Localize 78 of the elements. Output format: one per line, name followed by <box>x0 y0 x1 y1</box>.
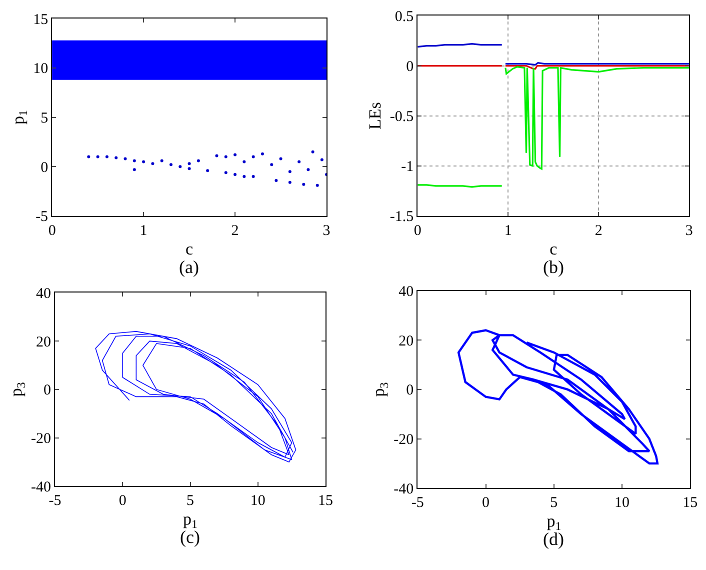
y-tick-label: -40 <box>31 479 52 496</box>
x-tick-label: 1 <box>140 222 148 239</box>
point <box>160 159 164 162</box>
y-axis-title: LEs <box>365 102 384 130</box>
point <box>306 168 310 172</box>
point <box>132 168 136 172</box>
point <box>302 182 306 186</box>
x-tick-label: 10 <box>250 493 266 510</box>
y-tick-label: 0 <box>406 59 414 76</box>
point <box>270 163 274 166</box>
y-tick-label: 0 <box>40 160 48 176</box>
y-tick-label: 40 <box>36 286 52 302</box>
y-tick-label: -40 <box>394 481 414 498</box>
point <box>298 160 301 164</box>
x-tick-label: 0 <box>482 495 490 512</box>
point <box>114 156 118 160</box>
point <box>242 160 246 164</box>
x-tick-label: 2 <box>594 222 602 239</box>
y-tick-label: 0 <box>44 382 52 399</box>
point <box>224 171 228 174</box>
line-series <box>95 331 296 462</box>
text: (a) <box>179 257 199 277</box>
point <box>178 165 182 168</box>
point <box>234 173 237 176</box>
point <box>142 160 146 164</box>
point <box>288 170 292 174</box>
x-tick-label: 10 <box>614 495 630 512</box>
y-tick-label: -20 <box>31 431 52 448</box>
y-tick-label: 40 <box>398 284 414 300</box>
point <box>188 162 191 166</box>
y-tick-label: 10 <box>33 61 48 78</box>
x-tick-label: 2 <box>231 222 239 239</box>
point <box>151 162 154 166</box>
x-tick-label: 5 <box>186 493 194 510</box>
point <box>124 157 127 160</box>
y-tick-label: -20 <box>394 432 414 448</box>
y-tick-label: 5 <box>40 110 48 127</box>
x-tick-label: 15 <box>682 495 698 512</box>
y-tick-label: 0 <box>406 382 414 399</box>
point <box>279 157 282 160</box>
text: (b) <box>543 257 564 277</box>
point <box>311 150 314 154</box>
y-tick-label: 20 <box>36 334 52 350</box>
y-tick-label: -1 <box>401 159 414 176</box>
point <box>188 167 191 170</box>
point <box>132 159 136 162</box>
point <box>252 155 255 158</box>
x-tick-label: 3 <box>322 222 330 239</box>
y-tick-label: -5 <box>36 209 48 226</box>
x-tick-label: 15 <box>318 493 334 510</box>
point <box>252 175 255 178</box>
x-axis-title: c <box>186 239 194 258</box>
point <box>105 155 108 158</box>
point <box>274 178 278 182</box>
point <box>320 158 324 162</box>
point <box>87 155 90 158</box>
point <box>316 184 319 187</box>
y-tick-label: -1.5 <box>390 209 414 226</box>
point <box>96 155 100 158</box>
point <box>260 152 264 156</box>
x-tick-label: 3 <box>685 222 693 239</box>
point <box>224 155 228 158</box>
x-tick-label: 0 <box>118 493 126 510</box>
y-tick-label: 0.5 <box>394 8 414 25</box>
line-series <box>457 329 659 465</box>
point <box>206 169 210 172</box>
y-tick-label: 15 <box>33 12 48 28</box>
x-axis-title: c <box>550 239 558 258</box>
point <box>288 180 292 184</box>
point <box>234 153 237 156</box>
x-tick-label: 1 <box>504 222 512 239</box>
point <box>196 159 200 162</box>
point <box>170 163 172 166</box>
x-tick-label: 5 <box>550 495 558 512</box>
y-tick-label: 20 <box>398 333 414 350</box>
point <box>242 175 246 178</box>
point <box>215 154 218 158</box>
y-tick-label: -0.5 <box>390 109 414 126</box>
